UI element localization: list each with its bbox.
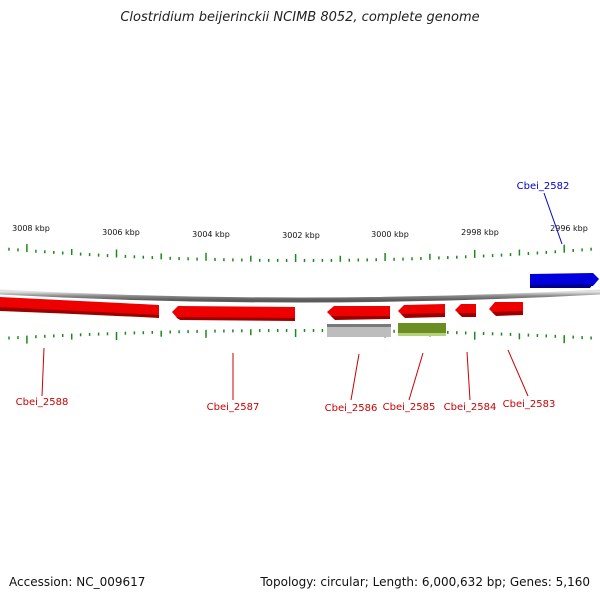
gene-cbei-2588[interactable]	[0, 297, 159, 318]
gene-cbei-2582[interactable]	[530, 273, 599, 288]
accession-label: Accession: NC_009617	[9, 575, 146, 589]
feature-bar	[327, 324, 391, 337]
gene-label-cbei-2586[interactable]: Cbei_2586	[325, 403, 378, 414]
gene-arrow-shade	[530, 284, 593, 288]
ruler-label-3002: 3002 kbp	[282, 231, 320, 240]
ruler-label-3004: 3004 kbp	[192, 230, 230, 239]
gene-label-cbei-2583[interactable]: Cbei_2583	[503, 399, 556, 410]
feature-bar	[398, 323, 446, 336]
ruler-ticks-top	[8, 244, 592, 262]
gene-arrow	[530, 273, 599, 287]
gene-arrow-shade	[0, 307, 159, 318]
gene-arrow-shade	[492, 311, 523, 316]
feature-gray[interactable]	[327, 324, 391, 337]
ruler-ticks-bottom	[8, 329, 592, 344]
gene-cbei-2586[interactable]	[327, 306, 390, 320]
feature-bar-top	[327, 324, 391, 327]
gene-cbei-2583[interactable]	[489, 302, 523, 316]
gene-arrow-shade	[401, 313, 445, 318]
leader-cbei-2588	[41, 347, 45, 397]
feature-bar-bottom	[398, 333, 446, 336]
leader-cbei-2586	[350, 353, 360, 401]
leader-cbei-2583	[507, 349, 529, 397]
map-title: Clostridium beijerinckii NCIMB 8052, com…	[120, 10, 480, 25]
genome-summary: Topology: circular; Length: 6,000,632 bp…	[260, 575, 590, 589]
gene-arrow-shade	[176, 317, 295, 321]
leader-cbei-2585	[408, 352, 424, 401]
feature-olive[interactable]	[398, 323, 446, 336]
gene-label-cbei-2582[interactable]: Cbei_2582	[517, 181, 570, 192]
ruler-label-2996: 2996 kbp	[550, 224, 588, 233]
gene-cbei-2585[interactable]	[398, 304, 445, 318]
ruler-label-3006: 3006 kbp	[102, 228, 140, 237]
gene-arrow	[0, 297, 159, 317]
leader-cbei-2584	[466, 351, 471, 401]
leader-cbei-2582	[543, 192, 563, 245]
ruler-labels: 3008 kbp 3006 kbp 3004 kbp 3002 kbp 3000…	[12, 224, 588, 240]
gene-labels: Cbei_2582 Cbei_2588 Cbei_2587 Cbei_2586 …	[16, 181, 570, 414]
ruler-label-3000: 3000 kbp	[371, 230, 409, 239]
gene-arrow	[327, 306, 390, 319]
gene-label-cbei-2585[interactable]: Cbei_2585	[383, 402, 436, 413]
genome-backbone	[0, 289, 600, 303]
gene-cbei-2587[interactable]	[172, 306, 295, 321]
gene-label-cbei-2587[interactable]: Cbei_2587	[207, 402, 260, 413]
gene-arrow	[172, 306, 295, 320]
gene-label-cbei-2588[interactable]: Cbei_2588	[16, 397, 69, 408]
gene-label-cbei-2584[interactable]: Cbei_2584	[444, 402, 497, 413]
ruler-label-3008: 3008 kbp	[12, 224, 50, 233]
gene-arrow-shade	[458, 313, 476, 317]
ruler-label-2998: 2998 kbp	[461, 228, 499, 237]
gene-arrow-shade	[331, 316, 390, 320]
gene-cbei-2584[interactable]	[455, 304, 476, 317]
